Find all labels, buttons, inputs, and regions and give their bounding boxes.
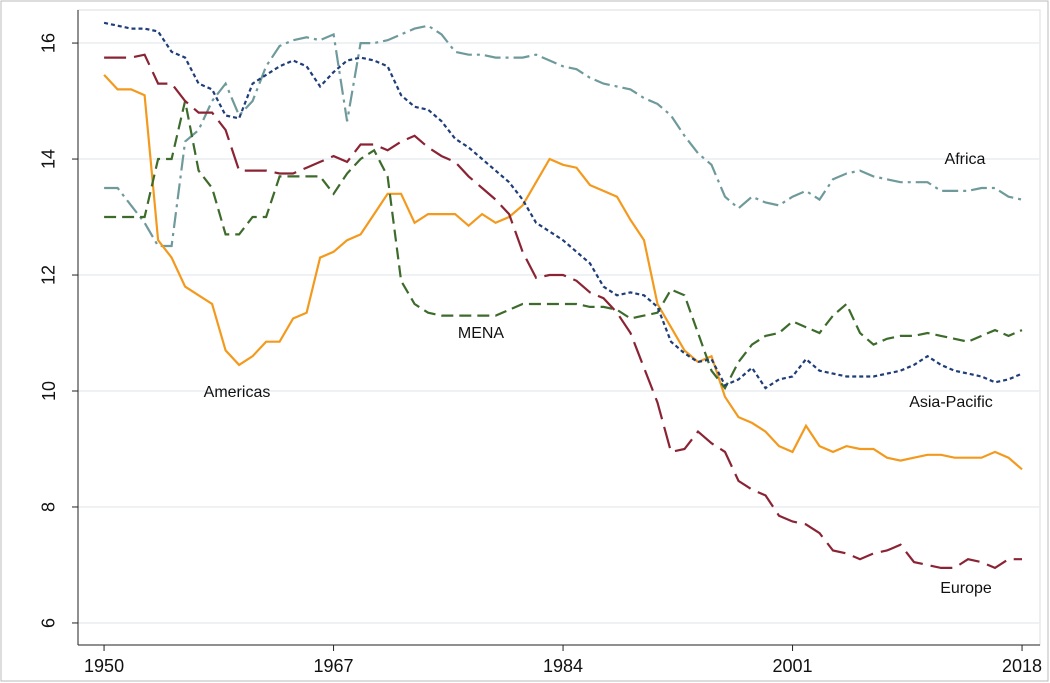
y-tick-label: 16	[39, 33, 59, 53]
y-tick-label: 12	[39, 265, 59, 285]
series-label: Americas	[204, 384, 271, 401]
series-label: Europe	[940, 580, 992, 597]
y-tick-label: 10	[39, 381, 59, 401]
x-tick-label: 2018	[1002, 656, 1042, 676]
series-label: Africa	[945, 151, 986, 168]
y-tick-label: 8	[39, 502, 59, 512]
series-line	[103, 74, 1023, 471]
series-line	[103, 21, 1023, 390]
x-tick-label: 1984	[543, 656, 583, 676]
series-line	[104, 53, 1022, 570]
x-tick-label: 2001	[773, 656, 813, 676]
y-tick-label: 6	[39, 618, 59, 628]
x-tick-label: 1950	[84, 656, 124, 676]
series-line	[104, 24, 1023, 248]
y-tick-label: 14	[39, 149, 59, 169]
plot-area	[77, 9, 1041, 646]
x-tick-label: 1967	[314, 656, 354, 676]
series-label: Asia-Pacific	[909, 394, 993, 411]
series-line	[104, 100, 1023, 391]
series-label: MENA	[458, 325, 505, 342]
